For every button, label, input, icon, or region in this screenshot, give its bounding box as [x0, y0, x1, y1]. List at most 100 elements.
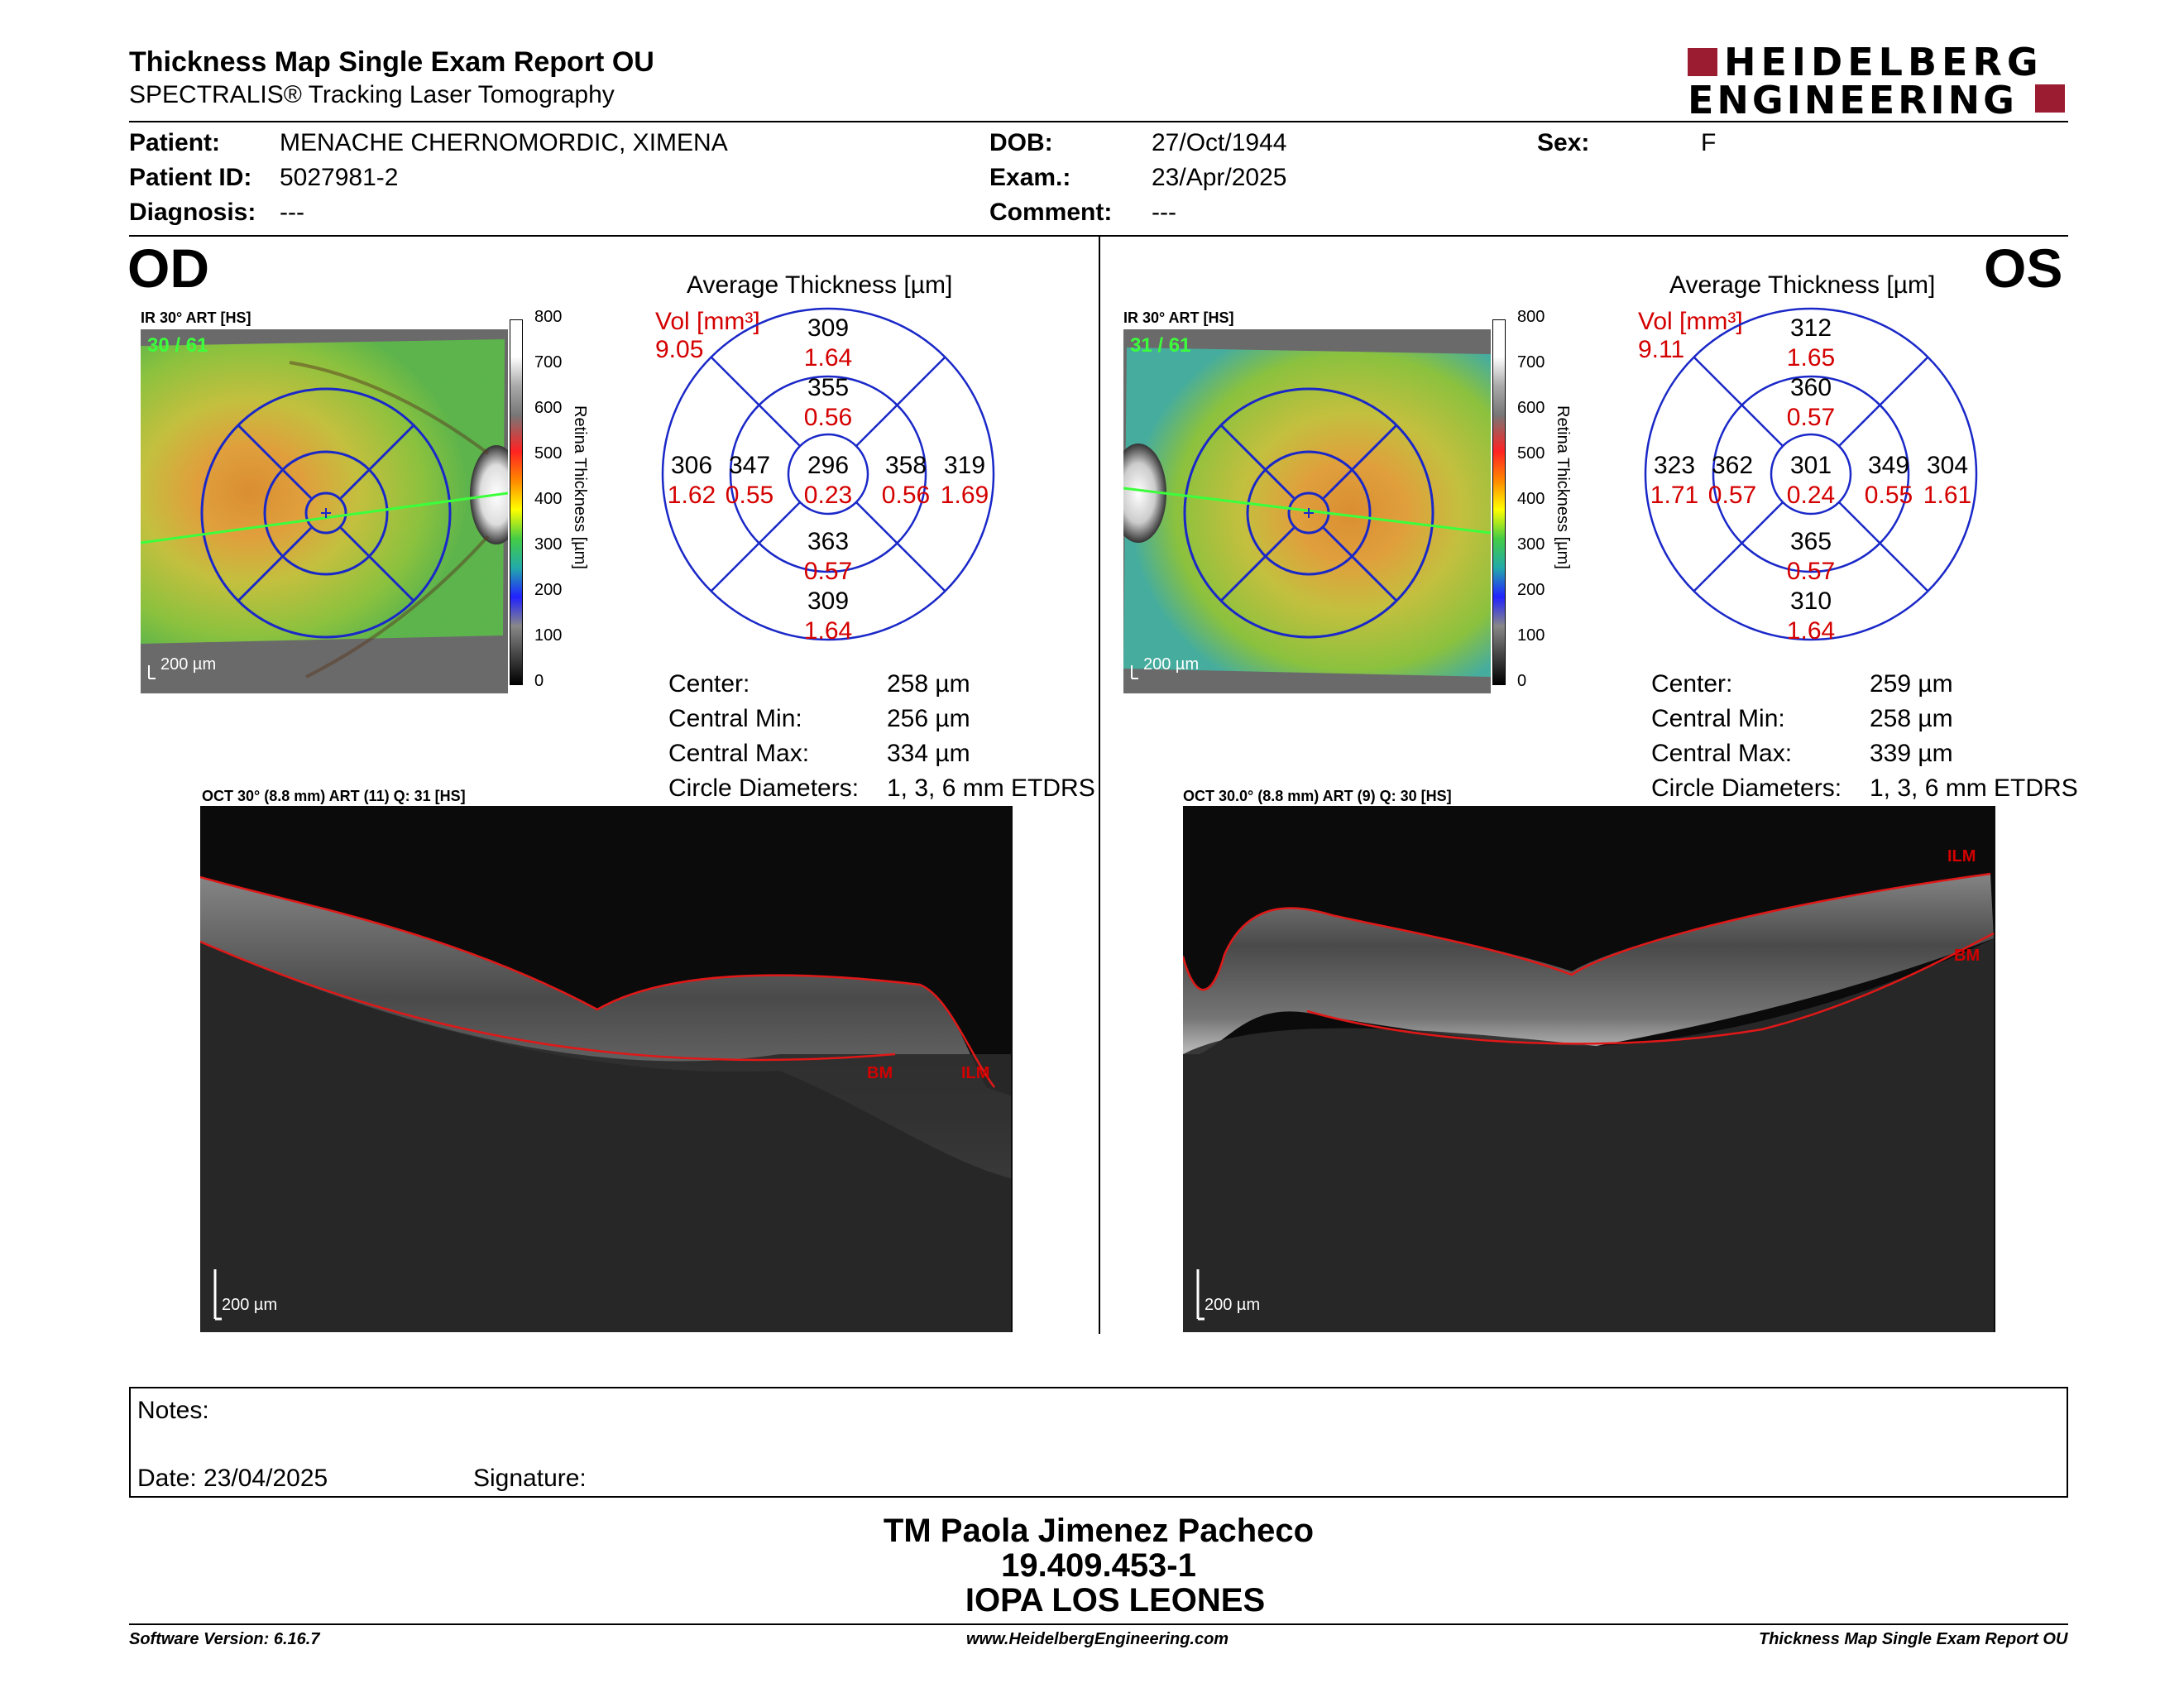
- od-stat-max-label: Central Max:: [668, 740, 810, 767]
- patient-id-value: 5027981-2: [280, 164, 399, 191]
- report-subtitle: SPECTRALIS® Tracking Laser Tomography: [129, 81, 615, 108]
- os-colorbar: [1492, 319, 1506, 685]
- os-stat-max-label: Central Max:: [1651, 740, 1793, 767]
- od-inner-right-thk: 358: [884, 452, 927, 479]
- od-oct-label: OCT 30° (8.8 mm) ART (11) Q: 31 [HS]: [202, 788, 466, 804]
- center-divider: [1099, 237, 1100, 1334]
- od-avg-title: Average Thickness [µm]: [687, 271, 953, 299]
- notes-box[interactable]: Notes: Date: 23/04/2025 Signature:: [129, 1387, 2068, 1498]
- od-frame-count: 30 / 61: [147, 334, 208, 357]
- os-outer-bottom-vol: 1.64: [1786, 617, 1836, 645]
- os-stat-max-value: 339 µm: [1870, 740, 1953, 767]
- od-inner-top-thk: 355: [807, 374, 850, 401]
- sex-label: Sex:: [1537, 129, 1590, 156]
- od-fundus-image: 30 / 61 200 µm: [141, 329, 508, 693]
- od-inner-bottom-thk: 363: [807, 528, 850, 555]
- os-cb-tick-200: 200: [1517, 581, 1545, 599]
- od-cb-tick-700: 700: [534, 353, 563, 372]
- od-colorbar: [510, 319, 523, 685]
- os-vol-value: 9.11: [1638, 336, 1685, 363]
- os-inner-top-vol: 0.57: [1786, 404, 1836, 431]
- od-cb-tick-300: 300: [534, 535, 563, 554]
- od-outer-top-thk: 309: [807, 314, 850, 342]
- patient-value: MENACHE CHERNOMORDIC, XIMENA: [280, 129, 728, 156]
- software-version: Software Version: 6.16.7: [129, 1630, 320, 1648]
- od-vol-value: 9.05: [655, 336, 704, 363]
- notes-signature: Signature:: [473, 1465, 587, 1492]
- od-stat-max-value: 334 µm: [887, 740, 970, 767]
- od-colorbar-label: Retina Thickness [µm]: [571, 405, 589, 569]
- od-outer-left-vol: 1.62: [667, 482, 716, 509]
- od-inner-top-vol: 0.56: [803, 404, 853, 431]
- exam-label: Exam.:: [989, 164, 1071, 191]
- od-inner-right-vol: 0.56: [881, 482, 931, 509]
- os-frame-count: 31 / 61: [1130, 334, 1191, 357]
- os-cb-tick-300: 300: [1517, 535, 1545, 554]
- os-stat-diam-value: 1, 3, 6 mm ETDRS: [1870, 774, 2078, 802]
- od-inner-left-vol: 0.55: [725, 482, 774, 509]
- od-eye-label: OD: [127, 237, 209, 299]
- od-stat-diam-label: Circle Diameters:: [668, 774, 860, 802]
- os-stat-diam-label: Circle Diameters:: [1651, 774, 1842, 802]
- os-cb-tick-500: 500: [1517, 444, 1545, 463]
- os-colorbar-label: Retina Thickness [µm]: [1554, 405, 1572, 569]
- od-vol-label: Vol [mm³]: [655, 308, 760, 335]
- os-inner-bottom-thk: 365: [1789, 528, 1832, 555]
- logo-square-left: [1688, 48, 1717, 76]
- os-oct-label: OCT 30.0° (8.8 mm) ART (9) Q: 30 [HS]: [1183, 788, 1452, 804]
- os-inner-right-vol: 0.55: [1864, 482, 1913, 509]
- os-oct-svg: [1183, 872, 1995, 1332]
- logo-line2: ENGINEERING: [1688, 78, 2018, 122]
- os-stat-min-label: Central Min:: [1651, 705, 1785, 732]
- signer-name: TM Paola Jimenez Pacheco: [883, 1513, 1315, 1549]
- patient-label: Patient:: [129, 129, 221, 156]
- os-tag-ilm: ILM: [1947, 847, 1976, 866]
- os-center-thk: 301: [1789, 452, 1832, 479]
- footer-divider: [129, 1623, 2068, 1625]
- os-oct-scale: 200 µm: [1205, 1296, 1261, 1314]
- os-inner-right-thk: 349: [1867, 452, 1910, 479]
- od-center-thk: 296: [807, 452, 850, 479]
- diagnosis-value: ---: [280, 199, 304, 226]
- os-inner-bottom-vol: 0.57: [1786, 558, 1836, 585]
- os-ir-label: IR 30° ART [HS]: [1123, 309, 1234, 326]
- os-stat-center-value: 259 µm: [1870, 670, 1953, 698]
- od-outer-bottom-thk: 309: [807, 587, 850, 615]
- os-inner-left-thk: 362: [1711, 452, 1754, 479]
- od-tag-bm: BM: [867, 1064, 893, 1082]
- od-inner-bottom-vol: 0.57: [803, 558, 853, 585]
- od-stat-min-value: 256 µm: [887, 705, 970, 732]
- report-title: Thickness Map Single Exam Report OU: [129, 46, 654, 78]
- dob-label: DOB:: [989, 129, 1053, 156]
- od-ir-label: IR 30° ART [HS]: [141, 309, 251, 326]
- od-stat-center-label: Center:: [668, 670, 750, 698]
- os-cb-tick-600: 600: [1517, 399, 1545, 417]
- od-outer-right-thk: 319: [943, 452, 986, 479]
- logo-line1: HEIDELBERG: [1724, 40, 2043, 84]
- os-oct-scan: ILM BM 200 µm: [1183, 806, 1995, 1332]
- os-cb-tick-0: 0: [1517, 672, 1527, 690]
- os-vol-label: Vol [mm³]: [1638, 308, 1743, 335]
- od-outer-bottom-vol: 1.64: [803, 617, 853, 645]
- os-cb-tick-700: 700: [1517, 353, 1545, 372]
- exam-value: 23/Apr/2025: [1152, 164, 1287, 191]
- os-fundus-svg: [1123, 329, 1491, 693]
- os-outer-top-thk: 312: [1789, 314, 1832, 342]
- od-cb-tick-600: 600: [534, 399, 563, 417]
- od-cb-tick-0: 0: [534, 672, 544, 690]
- os-cb-tick-100: 100: [1517, 626, 1545, 645]
- os-inner-top-thk: 360: [1789, 374, 1832, 401]
- od-center-vol: 0.23: [803, 482, 853, 509]
- os-tag-bm: BM: [1954, 947, 1980, 965]
- footer-report-name: Thickness Map Single Exam Report OU: [1759, 1630, 2068, 1648]
- od-tag-ilm: ILM: [961, 1064, 990, 1082]
- od-cb-tick-200: 200: [534, 581, 563, 599]
- os-etdrs-grid: [1644, 307, 1978, 641]
- patient-divider: [129, 235, 2068, 237]
- os-center-vol: 0.24: [1786, 482, 1836, 509]
- os-eye-label: OS: [1984, 237, 2063, 299]
- od-outer-right-vol: 1.69: [940, 482, 989, 509]
- header-divider: [129, 121, 2068, 122]
- os-stat-min-value: 258 µm: [1870, 705, 1953, 732]
- footer-url[interactable]: www.HeidelbergEngineering.com: [966, 1630, 1229, 1648]
